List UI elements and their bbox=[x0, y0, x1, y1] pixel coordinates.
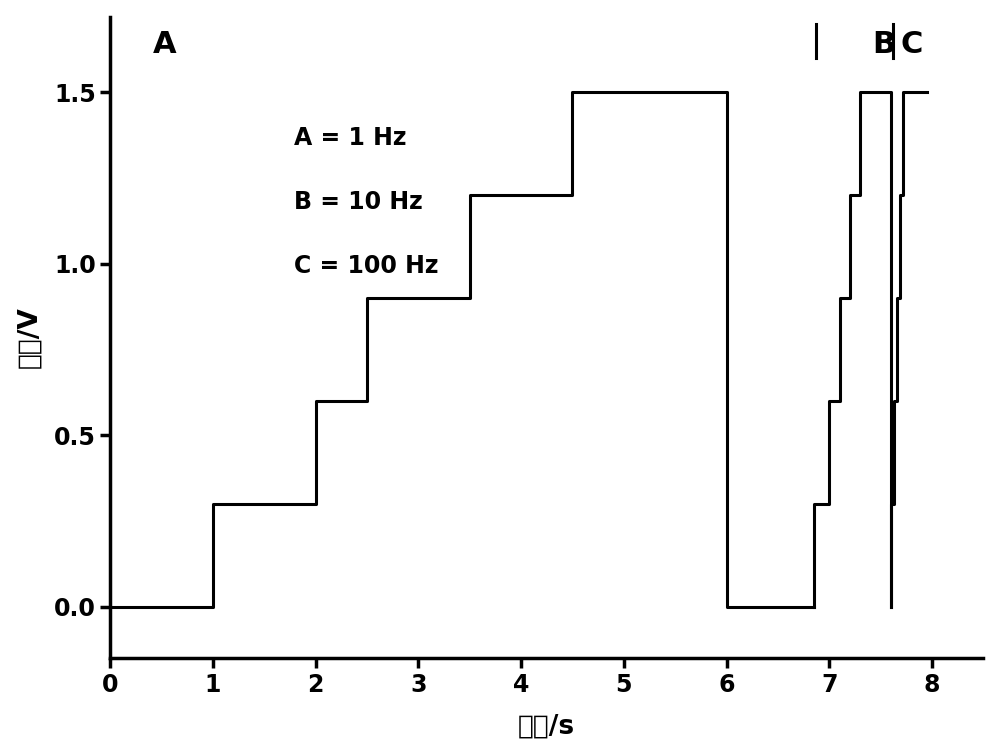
Text: C = 100 Hz: C = 100 Hz bbox=[294, 254, 438, 278]
Text: A = 1 Hz: A = 1 Hz bbox=[294, 125, 406, 150]
Text: B: B bbox=[872, 29, 895, 59]
X-axis label: 时间/s: 时间/s bbox=[518, 714, 575, 739]
Text: A: A bbox=[153, 29, 176, 59]
Text: B = 10 Hz: B = 10 Hz bbox=[294, 190, 422, 214]
Y-axis label: 电位/V: 电位/V bbox=[17, 306, 43, 368]
Text: C: C bbox=[900, 29, 923, 59]
